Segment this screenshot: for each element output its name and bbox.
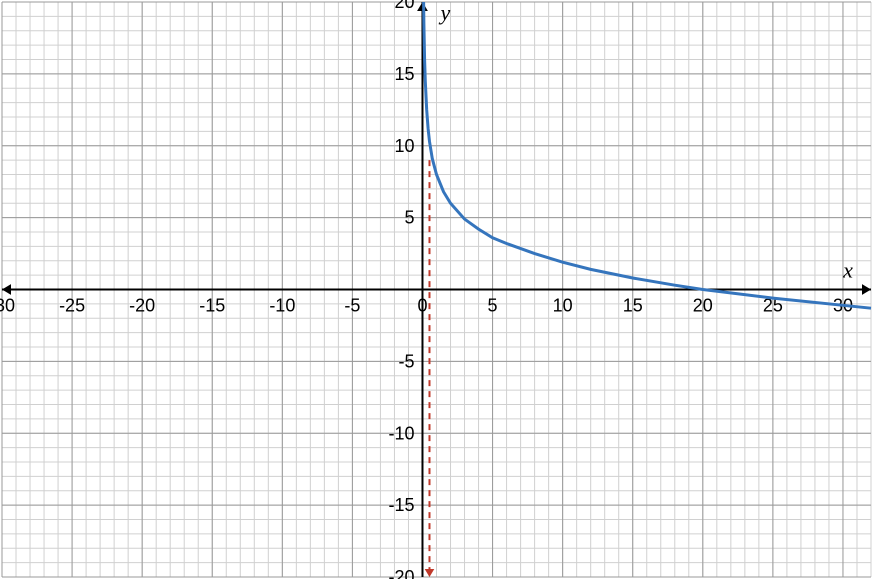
y-tick-label: 10 — [394, 136, 414, 156]
y-tick-label: -10 — [388, 423, 414, 443]
x-tick-label: -20 — [129, 296, 155, 316]
x-tick-label: 0 — [417, 296, 427, 316]
y-tick-label: 15 — [394, 64, 414, 84]
x-axis-label: x — [842, 258, 853, 283]
y-tick-label: 20 — [394, 0, 414, 12]
x-tick-label: 5 — [488, 296, 498, 316]
chart-container: -30-25-20-15-10-5051015202530-20-15-10-5… — [0, 0, 873, 579]
chart-svg: -30-25-20-15-10-5051015202530-20-15-10-5… — [0, 0, 873, 579]
x-tick-label: -5 — [344, 296, 360, 316]
x-tick-label: 10 — [553, 296, 573, 316]
x-tick-label: -30 — [0, 296, 15, 316]
x-tick-label: -10 — [269, 296, 295, 316]
y-tick-label: -5 — [398, 351, 414, 371]
y-tick-label: -20 — [388, 567, 414, 579]
y-axis-label: y — [438, 0, 450, 25]
x-tick-label: 20 — [693, 296, 713, 316]
y-tick-label: -15 — [388, 495, 414, 515]
x-tick-label: -15 — [199, 296, 225, 316]
x-tick-label: 15 — [623, 296, 643, 316]
y-tick-label: 5 — [404, 208, 414, 228]
x-tick-label: -25 — [59, 296, 85, 316]
